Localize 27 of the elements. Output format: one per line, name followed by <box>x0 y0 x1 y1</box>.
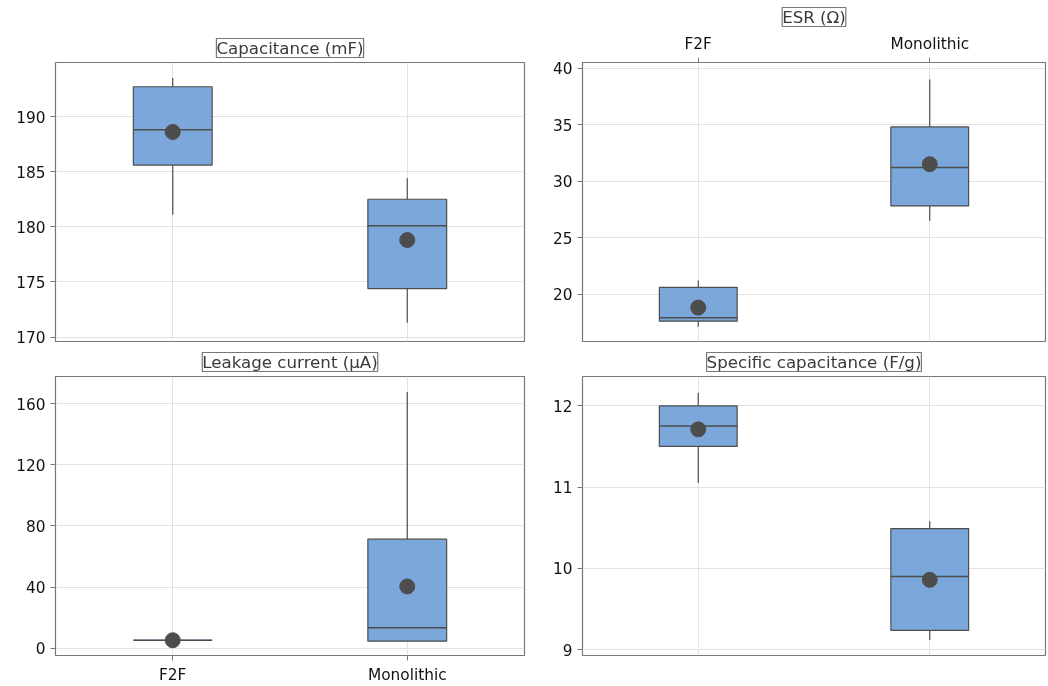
y-tick-label: 185 <box>16 163 46 182</box>
y-tick-label: 120 <box>16 456 46 475</box>
chart-title: Leakage current (µA) <box>202 352 378 372</box>
y-tick-label: 0 <box>35 640 46 659</box>
y-tick-label: 160 <box>16 395 46 414</box>
y-tick-label: 40 <box>26 579 46 598</box>
y-tick-label: 35 <box>553 116 573 135</box>
x-tick-label: F2F <box>684 34 712 53</box>
y-tick-label: 11 <box>553 479 573 498</box>
y-tick-label: 30 <box>553 173 573 192</box>
chart-title: Capacitance (mF) <box>216 38 364 58</box>
y-tick-label: 20 <box>553 286 573 305</box>
y-tick-label: 180 <box>16 218 46 237</box>
y-tick-label: 175 <box>16 273 46 292</box>
y-tick-label: 10 <box>553 560 573 579</box>
y-tick-label: 190 <box>16 108 46 127</box>
y-tick-label: 40 <box>553 60 573 79</box>
y-tick-label: 80 <box>26 517 46 536</box>
chart-title: Specific capacitance (F/g) <box>706 352 922 372</box>
y-tick-label: 12 <box>553 397 573 416</box>
y-tick-label: 170 <box>16 329 46 348</box>
y-tick-label: 9 <box>562 641 573 660</box>
x-tick-label: Monolithic <box>367 665 447 684</box>
x-tick-label: Monolithic <box>890 34 970 53</box>
x-tick-label: F2F <box>159 665 187 684</box>
y-tick-label: 25 <box>553 229 573 248</box>
chart-title: ESR (Ω) <box>782 7 846 27</box>
